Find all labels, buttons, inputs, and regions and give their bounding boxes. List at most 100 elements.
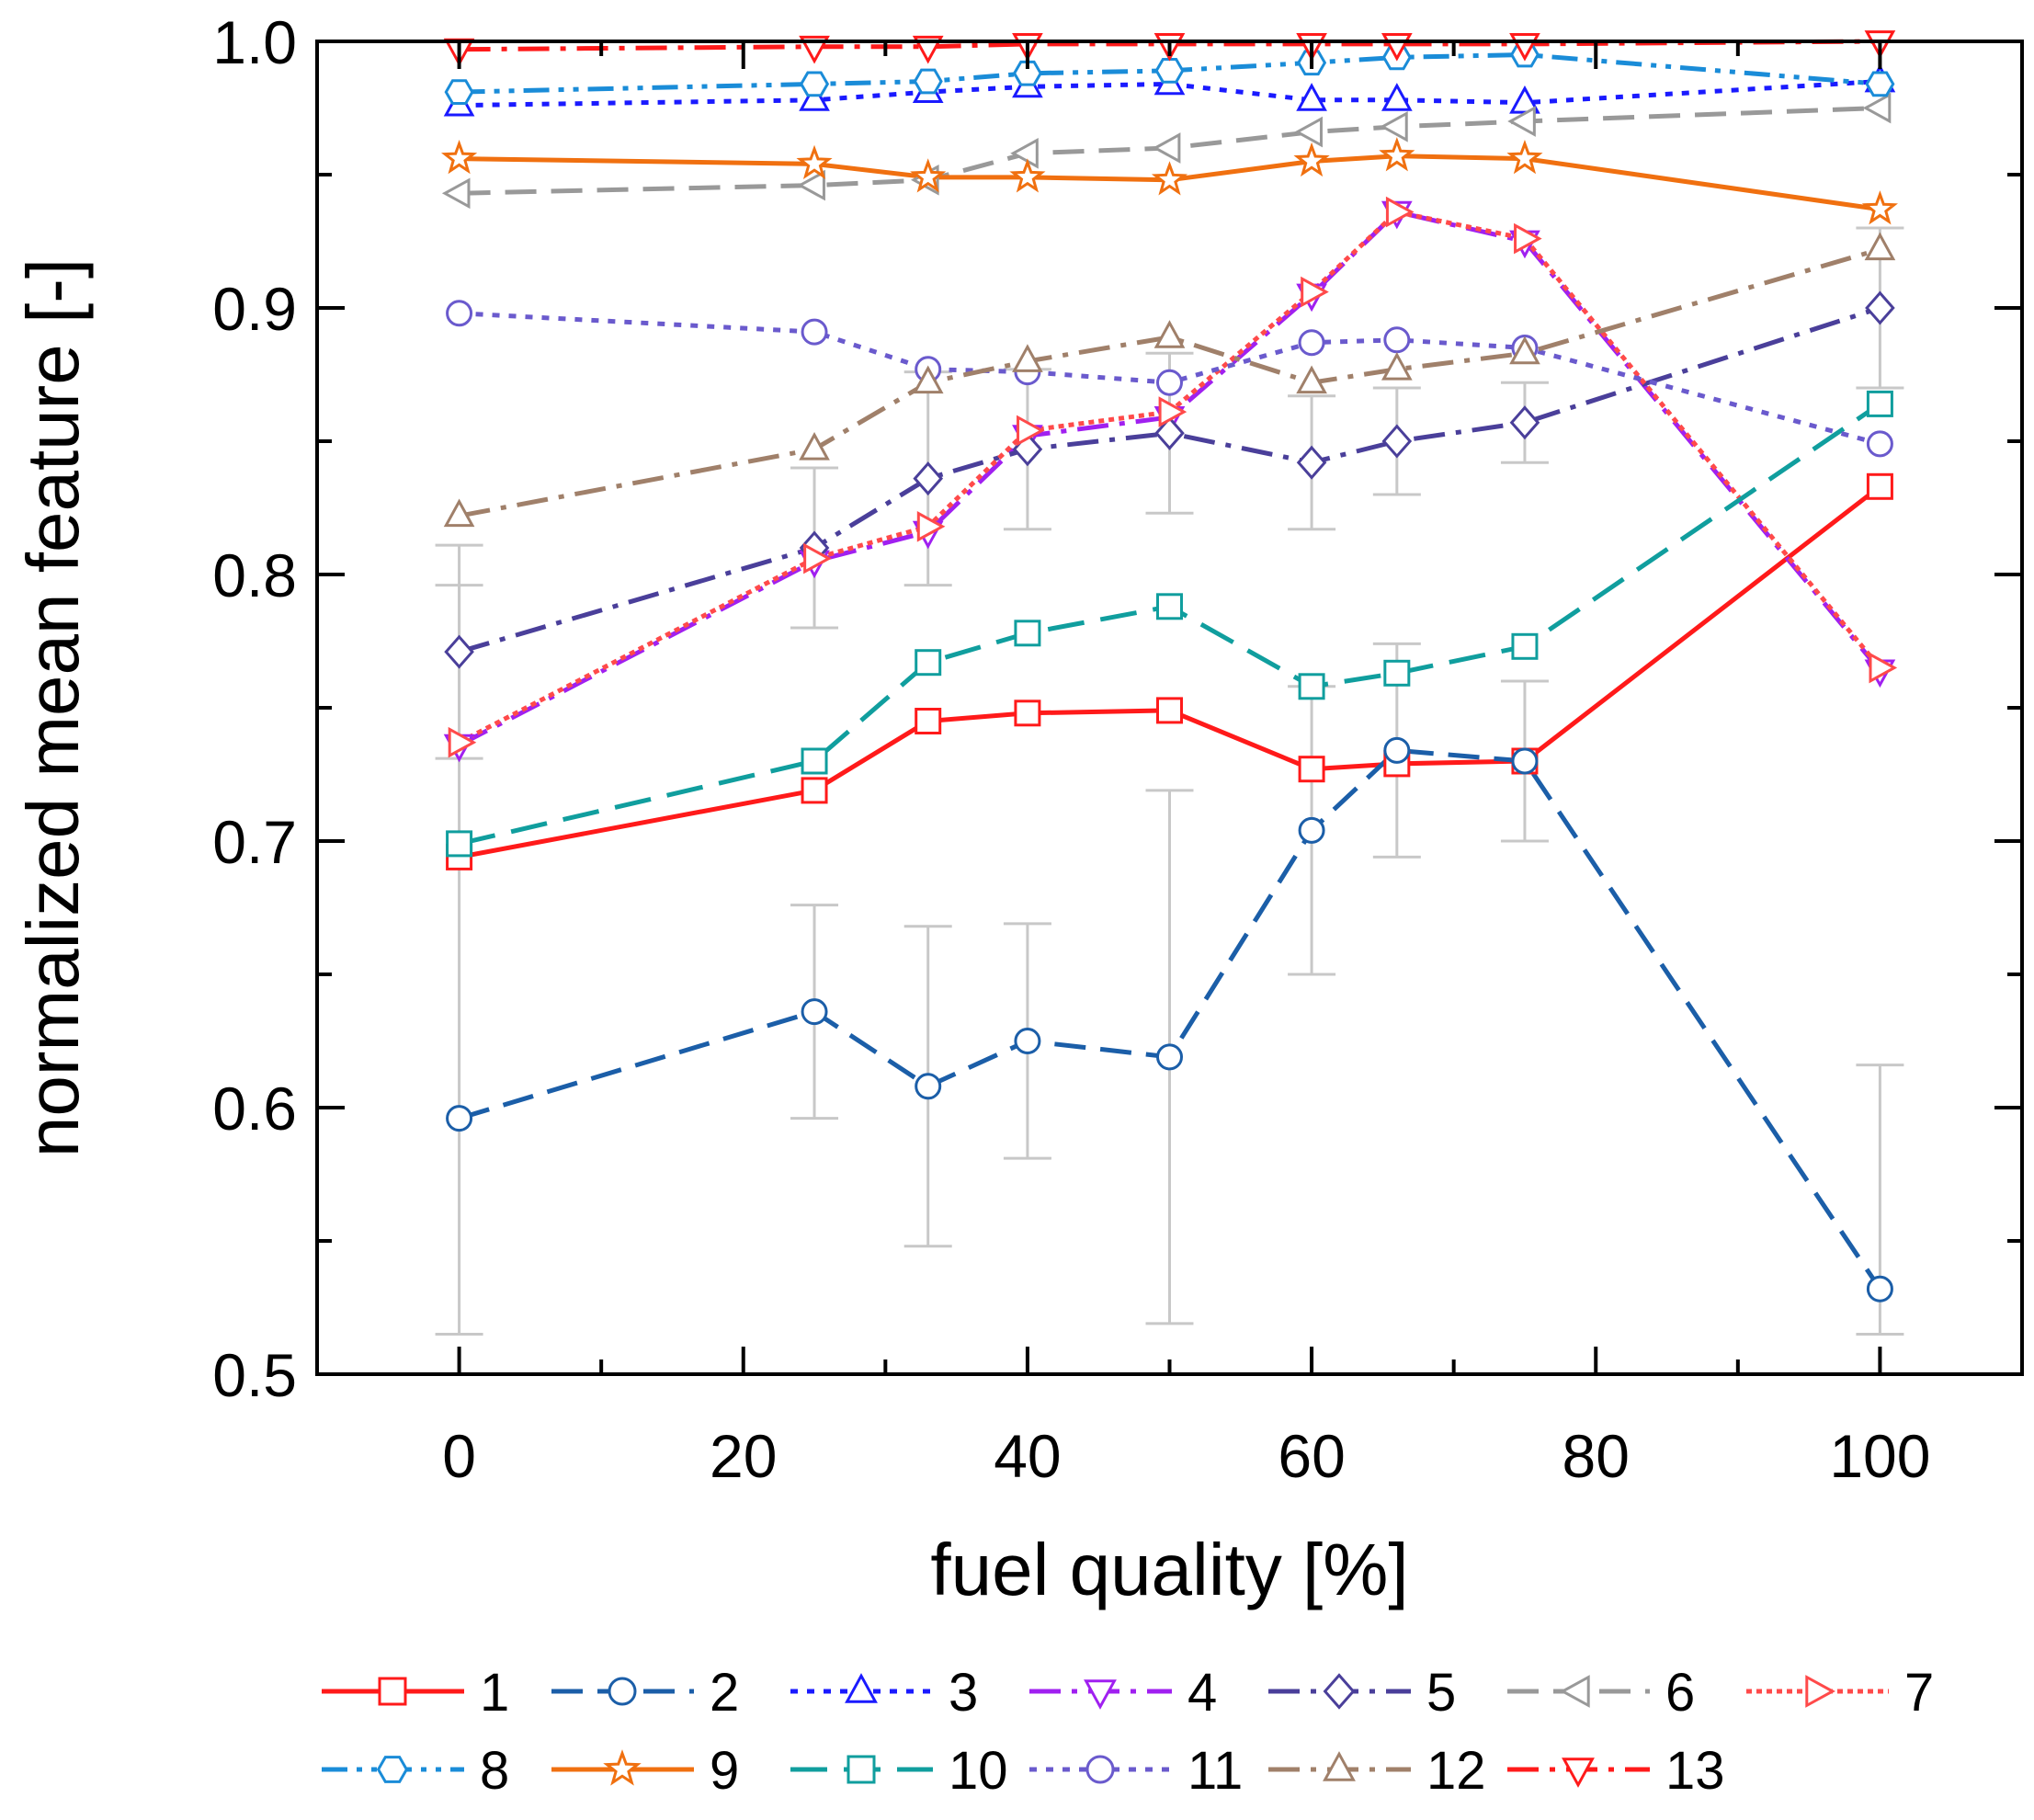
data-point-9 [1009, 158, 1046, 193]
data-point-10 [915, 649, 942, 677]
legend-marker-7 [1805, 1675, 1835, 1708]
data-point-1 [801, 777, 828, 804]
data-point-7 [916, 510, 946, 542]
data-point-12 [912, 365, 944, 394]
data-point-9 [1379, 137, 1415, 172]
data-point-12 [1509, 336, 1540, 365]
data-point-12 [1381, 351, 1413, 381]
data-point-12 [1153, 320, 1186, 348]
x-tick-label: 0 [442, 1422, 476, 1490]
y-tick-label: 0.6 [212, 1075, 297, 1143]
data-point-2 [1156, 1043, 1183, 1071]
data-point-12 [1864, 232, 1896, 261]
data-point-2 [801, 998, 828, 1026]
data-point-5 [1865, 290, 1895, 325]
data-point-6 [1862, 92, 1892, 124]
data-point-8 [1154, 58, 1185, 84]
data-point-2 [915, 1073, 942, 1100]
data-point-10 [1383, 659, 1411, 687]
legend-label-2: 2 [710, 1663, 739, 1723]
data-point-3 [1296, 83, 1327, 111]
data-point-7 [1017, 415, 1045, 447]
data-point-8 [1865, 71, 1895, 97]
data-point-12 [799, 431, 830, 461]
legend-marker-13 [1562, 1757, 1595, 1788]
data-point-3 [1381, 83, 1413, 111]
y-tick-label: 1.0 [212, 8, 297, 76]
data-point-7 [1514, 222, 1542, 255]
data-point-5 [1154, 415, 1185, 450]
data-point-7 [1385, 196, 1415, 228]
legend-label-9: 9 [710, 1741, 739, 1801]
data-point-12 [1012, 344, 1043, 372]
data-point-1 [1014, 700, 1041, 727]
data-point-6 [1380, 110, 1408, 142]
x-tick-label: 20 [710, 1422, 777, 1490]
legend-label-4: 4 [1187, 1663, 1217, 1723]
data-point-2 [1866, 1275, 1893, 1302]
data-point-2 [1383, 736, 1411, 764]
data-point-5 [444, 634, 474, 669]
legend-label-3: 3 [949, 1663, 978, 1723]
data-point-7 [1869, 652, 1898, 684]
y-axis-title: normalized mean feature [-] [12, 258, 94, 1157]
data-point-10 [1014, 620, 1041, 647]
data-point-9 [441, 140, 478, 175]
x-tick-label: 100 [1829, 1422, 1930, 1490]
data-point-8 [913, 68, 943, 95]
data-point-9 [1506, 140, 1543, 175]
data-point-9 [796, 144, 833, 180]
series-markers [441, 30, 1898, 1302]
legend-marker-11 [1085, 1755, 1115, 1784]
data-point-5 [1381, 424, 1413, 459]
data-point-11 [801, 318, 828, 346]
legend-label-6: 6 [1665, 1663, 1695, 1723]
data-point-1 [1298, 756, 1325, 783]
data-point-10 [1866, 390, 1893, 417]
legend-label-10: 10 [949, 1741, 1008, 1801]
data-point-8 [1012, 60, 1042, 86]
legend-label-11: 11 [1187, 1741, 1243, 1801]
y-tick-label: 0.9 [212, 275, 297, 343]
axis-ticks [317, 40, 2024, 1376]
legend-label-1: 1 [480, 1663, 509, 1723]
x-tick-label: 60 [1278, 1422, 1345, 1490]
data-point-10 [446, 830, 473, 858]
data-point-2 [1014, 1028, 1041, 1054]
y-tick-label: 0.8 [212, 541, 297, 609]
legend-label-8: 8 [480, 1741, 509, 1801]
data-point-9 [1151, 161, 1188, 196]
data-point-2 [1511, 747, 1539, 775]
legend-marker-5 [1323, 1673, 1356, 1710]
legend-label-13: 13 [1665, 1741, 1725, 1801]
data-point-2 [1298, 816, 1325, 844]
data-point-1 [1156, 697, 1183, 724]
data-point-1 [915, 708, 942, 734]
legend-marker-12 [1323, 1751, 1356, 1781]
data-point-7 [803, 542, 832, 574]
data-point-11 [1383, 326, 1411, 354]
legend-marker-1 [378, 1677, 407, 1706]
data-point-10 [801, 747, 828, 775]
legend-marker-2 [608, 1677, 637, 1706]
data-point-5 [913, 461, 944, 496]
data-point-5 [1509, 405, 1540, 440]
data-point-10 [1298, 673, 1325, 700]
legend-marker-8 [376, 1756, 409, 1783]
data-point-11 [1156, 369, 1183, 396]
data-point-12 [1296, 365, 1327, 394]
data-point-3 [799, 83, 830, 111]
data-point-6 [1010, 137, 1039, 169]
y-tick-label: 0.5 [212, 1341, 297, 1409]
data-point-10 [1156, 593, 1183, 620]
data-point-1 [1866, 472, 1893, 500]
data-point-7 [448, 726, 477, 758]
data-point-11 [1866, 430, 1893, 458]
y-tick-label: 0.7 [212, 808, 297, 876]
data-point-9 [1861, 190, 1898, 225]
legend-label-12: 12 [1426, 1741, 1486, 1801]
data-point-5 [1296, 445, 1327, 480]
data-point-9 [910, 158, 947, 193]
data-point-7 [1301, 276, 1329, 308]
